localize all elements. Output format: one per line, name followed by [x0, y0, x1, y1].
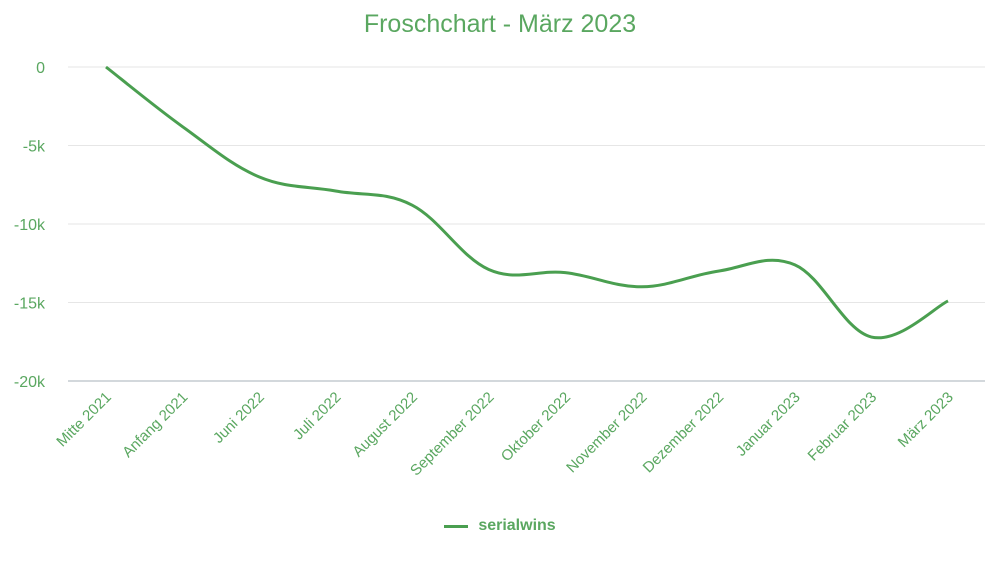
x-tick-label: Juni 2022 — [210, 389, 268, 447]
x-tick-label: Mitte 2021 — [53, 389, 115, 451]
y-tick-label: -10k — [14, 217, 46, 234]
y-tick-label: -15k — [14, 296, 46, 313]
x-tick-label: Anfang 2021 — [119, 389, 191, 461]
x-tick-label: Februar 2023 — [805, 389, 881, 465]
x-tick-label: August 2022 — [349, 389, 421, 461]
y-tick-label: 0 — [36, 60, 45, 77]
x-tick-label: Oktober 2022 — [498, 389, 574, 465]
x-tick-label: März 2023 — [895, 389, 957, 451]
x-tick-label: Juli 2022 — [290, 389, 344, 443]
series-line-serialwins — [105, 65, 949, 340]
x-tick-label: September 2022 — [407, 389, 497, 479]
x-tick-label: Dezember 2022 — [640, 389, 727, 476]
x-tick-label: Januar 2023 — [733, 389, 804, 460]
legend-line-swatch — [444, 524, 469, 528]
chart-title: Froschchart - März 2023 — [363, 10, 637, 38]
y-tick-label: -5k — [23, 139, 46, 156]
legend: serialwins — [0, 517, 1000, 535]
legend-label: serialwins — [478, 517, 556, 534]
x-tick-label: November 2022 — [563, 389, 650, 476]
y-tick-label: -20k — [14, 374, 46, 391]
